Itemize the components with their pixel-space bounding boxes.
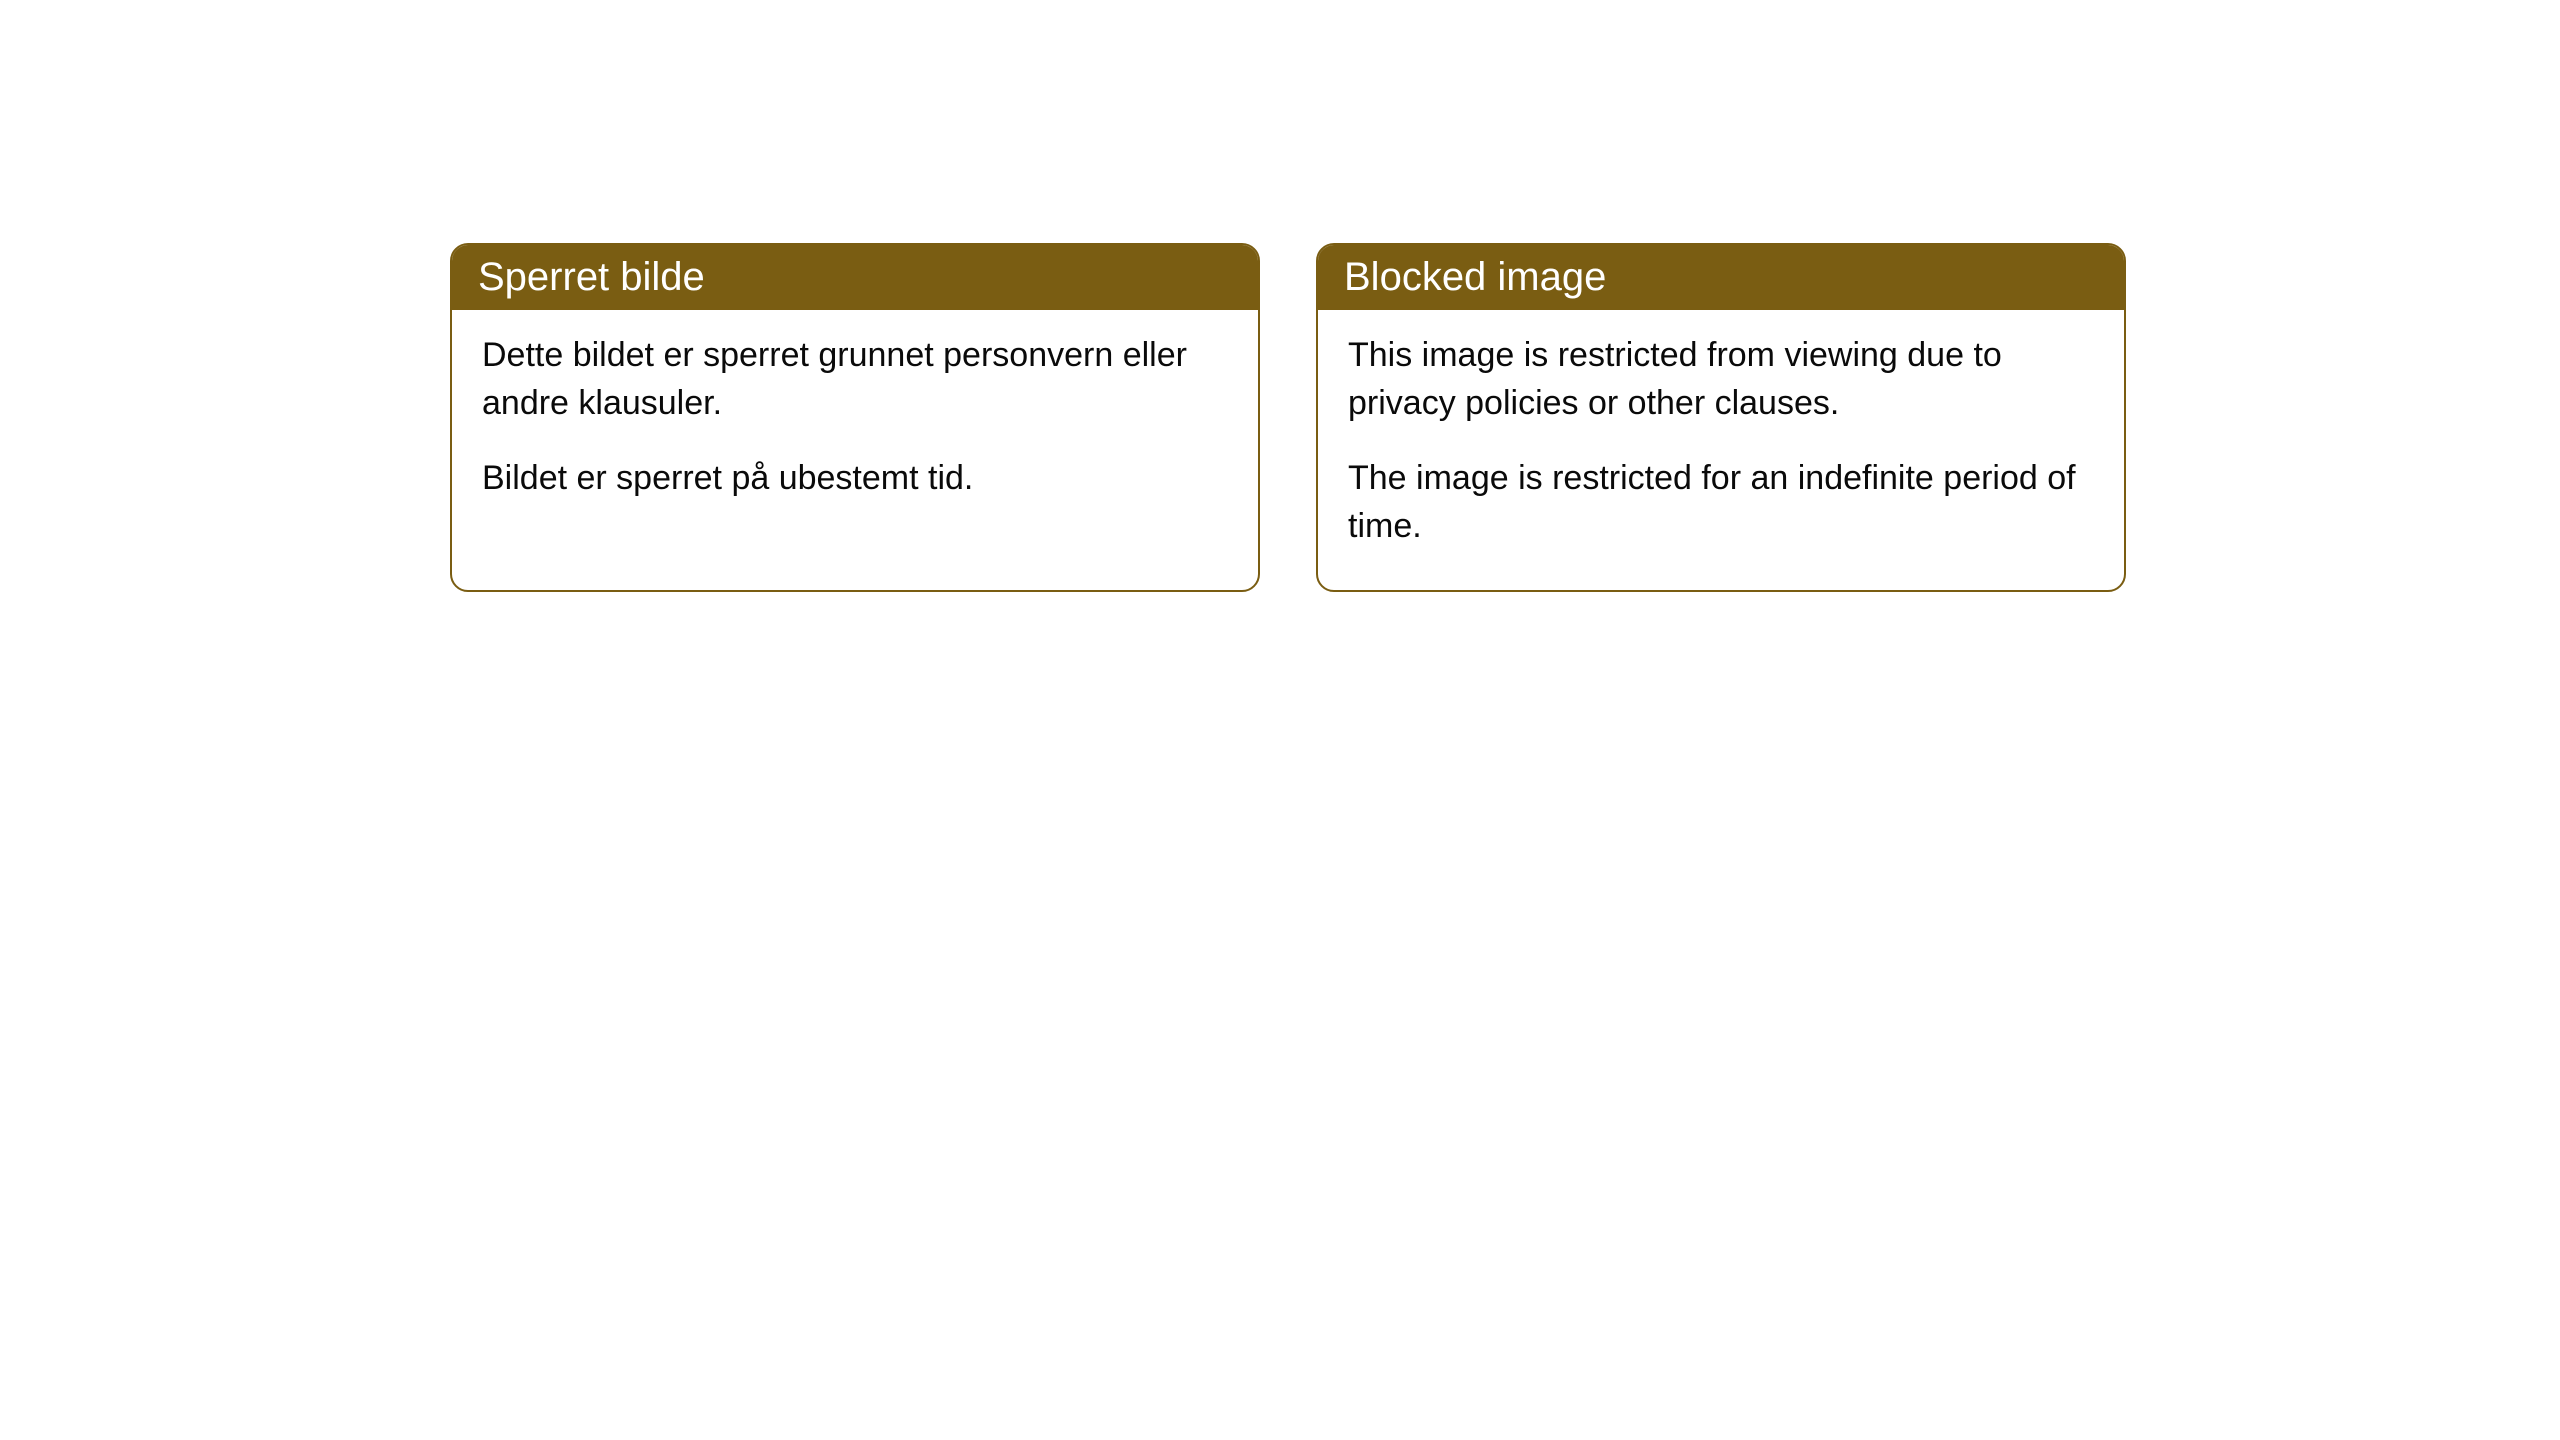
card-header: Blocked image: [1318, 245, 2124, 310]
card-title: Sperret bilde: [478, 255, 705, 299]
card-paragraph-2: The image is restricted for an indefinit…: [1348, 455, 2094, 550]
card-body: This image is restricted from viewing du…: [1318, 310, 2124, 590]
notice-container: Sperret bilde Dette bildet er sperret gr…: [450, 243, 2126, 592]
blocked-image-card-en: Blocked image This image is restricted f…: [1316, 243, 2126, 592]
card-paragraph-2: Bildet er sperret på ubestemt tid.: [482, 455, 1228, 503]
card-paragraph-1: Dette bildet er sperret grunnet personve…: [482, 332, 1228, 427]
card-header: Sperret bilde: [452, 245, 1258, 310]
card-title: Blocked image: [1344, 255, 1606, 299]
blocked-image-card-no: Sperret bilde Dette bildet er sperret gr…: [450, 243, 1260, 592]
card-body: Dette bildet er sperret grunnet personve…: [452, 310, 1258, 543]
card-paragraph-1: This image is restricted from viewing du…: [1348, 332, 2094, 427]
